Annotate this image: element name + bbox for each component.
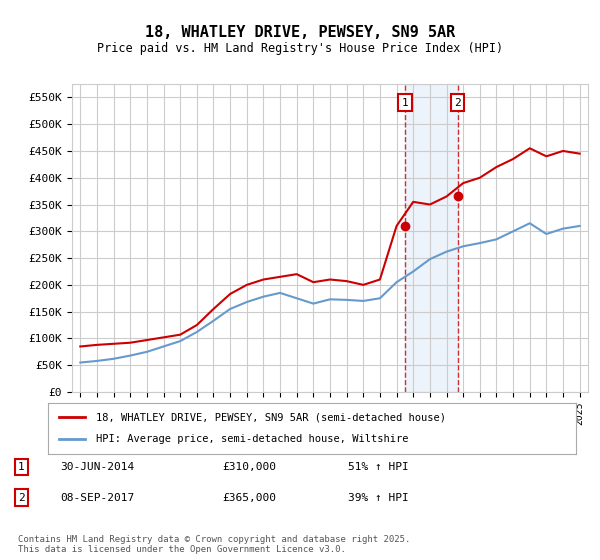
Text: 18, WHATLEY DRIVE, PEWSEY, SN9 5AR (semi-detached house): 18, WHATLEY DRIVE, PEWSEY, SN9 5AR (semi… [95, 412, 446, 422]
Text: HPI: Average price, semi-detached house, Wiltshire: HPI: Average price, semi-detached house,… [95, 435, 408, 445]
Text: 51% ↑ HPI: 51% ↑ HPI [348, 462, 409, 472]
Text: 08-SEP-2017: 08-SEP-2017 [60, 493, 134, 503]
Text: 2: 2 [454, 98, 461, 108]
Bar [405, 84, 458, 392]
Text: £310,000: £310,000 [222, 462, 276, 472]
Text: £365,000: £365,000 [222, 493, 276, 503]
Text: 1: 1 [18, 462, 25, 472]
Text: Price paid vs. HM Land Registry's House Price Index (HPI): Price paid vs. HM Land Registry's House … [97, 42, 503, 55]
Text: 2: 2 [18, 493, 25, 503]
Text: 30-JUN-2014: 30-JUN-2014 [60, 462, 134, 472]
Text: 39% ↑ HPI: 39% ↑ HPI [348, 493, 409, 503]
Text: Contains HM Land Registry data © Crown copyright and database right 2025.
This d: Contains HM Land Registry data © Crown c… [18, 535, 410, 554]
Text: 18, WHATLEY DRIVE, PEWSEY, SN9 5AR: 18, WHATLEY DRIVE, PEWSEY, SN9 5AR [145, 25, 455, 40]
Text: 1: 1 [401, 98, 408, 108]
